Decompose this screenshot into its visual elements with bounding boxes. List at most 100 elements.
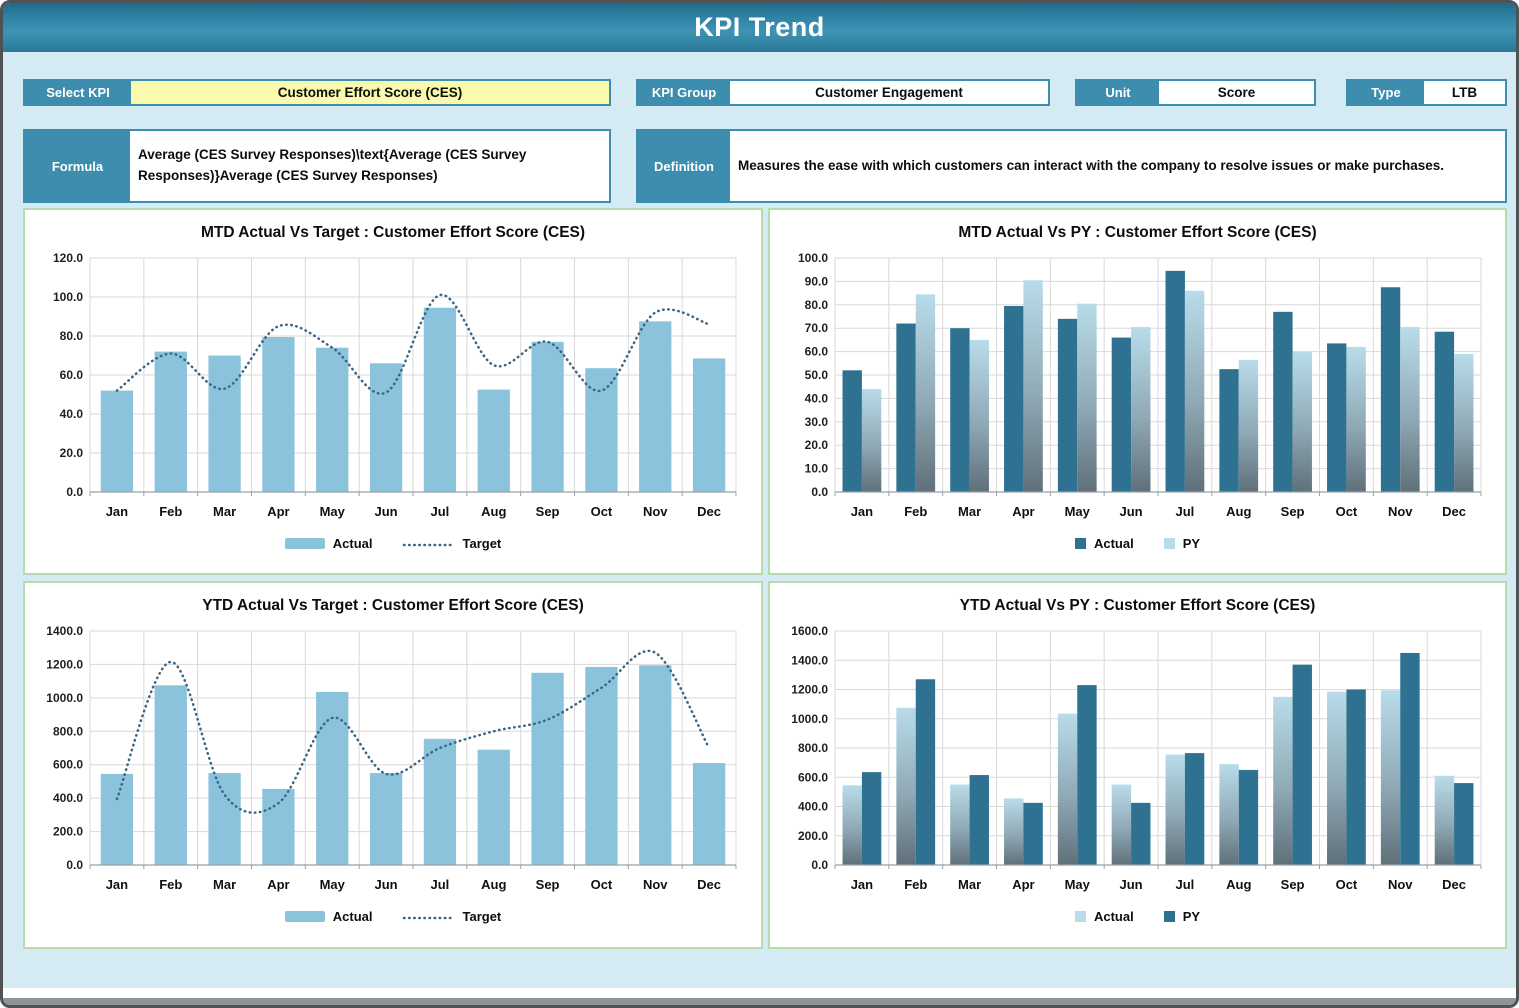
target-line [115,649,711,814]
y-tick-label: 1400.0 [46,624,83,638]
x-category-label: Feb [159,504,182,519]
bar-py-jan [861,772,881,865]
x-category-label: Dec [1442,877,1466,892]
bar-py-apr [1022,280,1043,492]
x-category-label: May [1064,877,1090,892]
bar-py-jun [1130,327,1150,492]
chart-svg-ytd-actual-vs-py: 0.0 200.0 400.0 600.0 800.0 1000.0 1200.0 1400.… [791,624,1481,892]
x-category-label: May [320,504,346,519]
chart-legend: Actual Target [25,528,761,558]
bar-py-oct [1345,346,1366,492]
page-title: KPI Trend [694,12,825,42]
bar-actual-mar [949,328,970,492]
y-tick-label: 1600.0 [791,624,828,638]
x-category-label: Apr [267,504,289,519]
bar-actual-nov [639,665,672,865]
y-tick-label: 20.0 [60,446,84,460]
kpi-group-label: KPI Group [638,81,730,104]
legend-label: PY [1182,908,1201,924]
y-tick-label: 600.0 [53,758,83,772]
chart-svg-mtd-actual-vs-target: 0.0 20.0 40.0 60.0 80.0 100.0 120.0 Jan Feb Mar Ap… [53,251,737,519]
select-kpi-label: Select KPI [25,81,131,104]
y-tick-label: 600.0 [797,770,827,784]
legend-item-target: Target [402,536,501,551]
chart-legend: Actual Target [25,901,761,931]
x-category-label: Feb [904,504,927,519]
x-category-label: Jan [850,504,872,519]
footer-white-strip [3,988,1516,998]
y-tick-label: 20.0 [804,438,828,452]
x-category-label: Mar [213,877,236,892]
chart-title: YTD Actual Vs Target : Customer Effort S… [202,597,584,614]
chart-legend: Actual PY [770,528,1505,558]
definition-box: Definition Measures the ease with which … [636,129,1507,203]
bar-actual-dec [692,763,726,865]
y-tick-label: 1400.0 [791,653,828,667]
kpi-group-value: Customer Engagement [730,81,1048,104]
bar-actual-jun [369,363,403,492]
bar-actual-jan [100,390,134,492]
legend-label: Target [462,908,502,924]
y-tick-label: 40.0 [804,391,828,405]
x-category-label: Sep [1280,877,1304,892]
chart-svg-ytd-actual-vs-target: 0.0 200.0 400.0 600.0 800.0 1000.0 1200.0 1400.… [46,624,737,892]
y-tick-label: 200.0 [797,829,827,843]
bar-py-sep [1292,664,1312,865]
legend-label: Actual [1093,908,1134,924]
bar-py-jan [861,389,881,492]
legend-item-target: Target [402,909,501,924]
legend-color-swatch [284,910,325,922]
x-category-label: Jan [106,504,128,519]
y-tick-label: 1200.0 [791,683,828,697]
bar-actual-aug [477,749,510,865]
bar-actual-sep [531,672,564,865]
y-tick-label: 0.0 [66,858,83,872]
unit-label: Unit [1077,81,1159,104]
legend-item-actual: Actual [1074,908,1134,924]
chart-title: YTD Actual Vs PY : Customer Effort Score… [959,597,1316,614]
bar-py-mar [969,775,989,865]
bar-py-feb [915,679,935,865]
y-tick-label: 50.0 [804,368,828,382]
legend-color-swatch [284,537,325,549]
y-tick-label: 800.0 [797,741,827,755]
legend-label: Target [462,535,502,551]
bar-actual-mar [949,784,970,865]
x-category-label: Aug [481,504,506,519]
y-tick-label: 120.0 [53,251,83,265]
x-category-label: Apr [1012,877,1034,892]
chart-legend: Actual PY [770,901,1505,931]
bar-py-sep [1292,351,1312,492]
select-kpi-value[interactable]: Customer Effort Score (CES) [131,81,609,104]
y-tick-label: 90.0 [804,274,828,288]
kpi-group-control: KPI Group Customer Engagement [636,79,1050,106]
bar-actual-nov [1380,287,1400,492]
bar-actual-apr [262,788,295,865]
bar-py-aug [1238,359,1258,492]
x-category-label: Aug [1226,877,1251,892]
bar-actual-feb [895,707,916,865]
bar-py-may [1076,685,1097,865]
chart-title: MTD Actual Vs Target : Customer Effort S… [200,224,586,241]
legend-dotted-swatch [403,543,454,547]
bar-py-mar [969,339,989,492]
x-category-label: Nov [1387,877,1412,892]
x-category-label: Mar [213,504,236,519]
bar-actual-oct [585,666,618,865]
y-tick-label: 0.0 [811,858,828,872]
x-category-label: Feb [904,877,927,892]
type-label: Type [1348,81,1424,104]
type-value: LTB [1424,81,1505,104]
bar-actual-may [316,347,349,492]
bar-py-dec [1453,783,1473,865]
legend-color-swatch [1163,537,1175,549]
bar-py-nov [1399,652,1420,865]
bar-actual-jul [1165,270,1185,492]
legend-item-py: PY [1163,908,1201,924]
bar-actual-oct [1326,343,1346,492]
type-control: Type LTB [1346,79,1507,106]
y-tick-label: 1000.0 [791,712,828,726]
x-category-label: May [320,877,346,892]
x-category-label: Mar [958,877,981,892]
